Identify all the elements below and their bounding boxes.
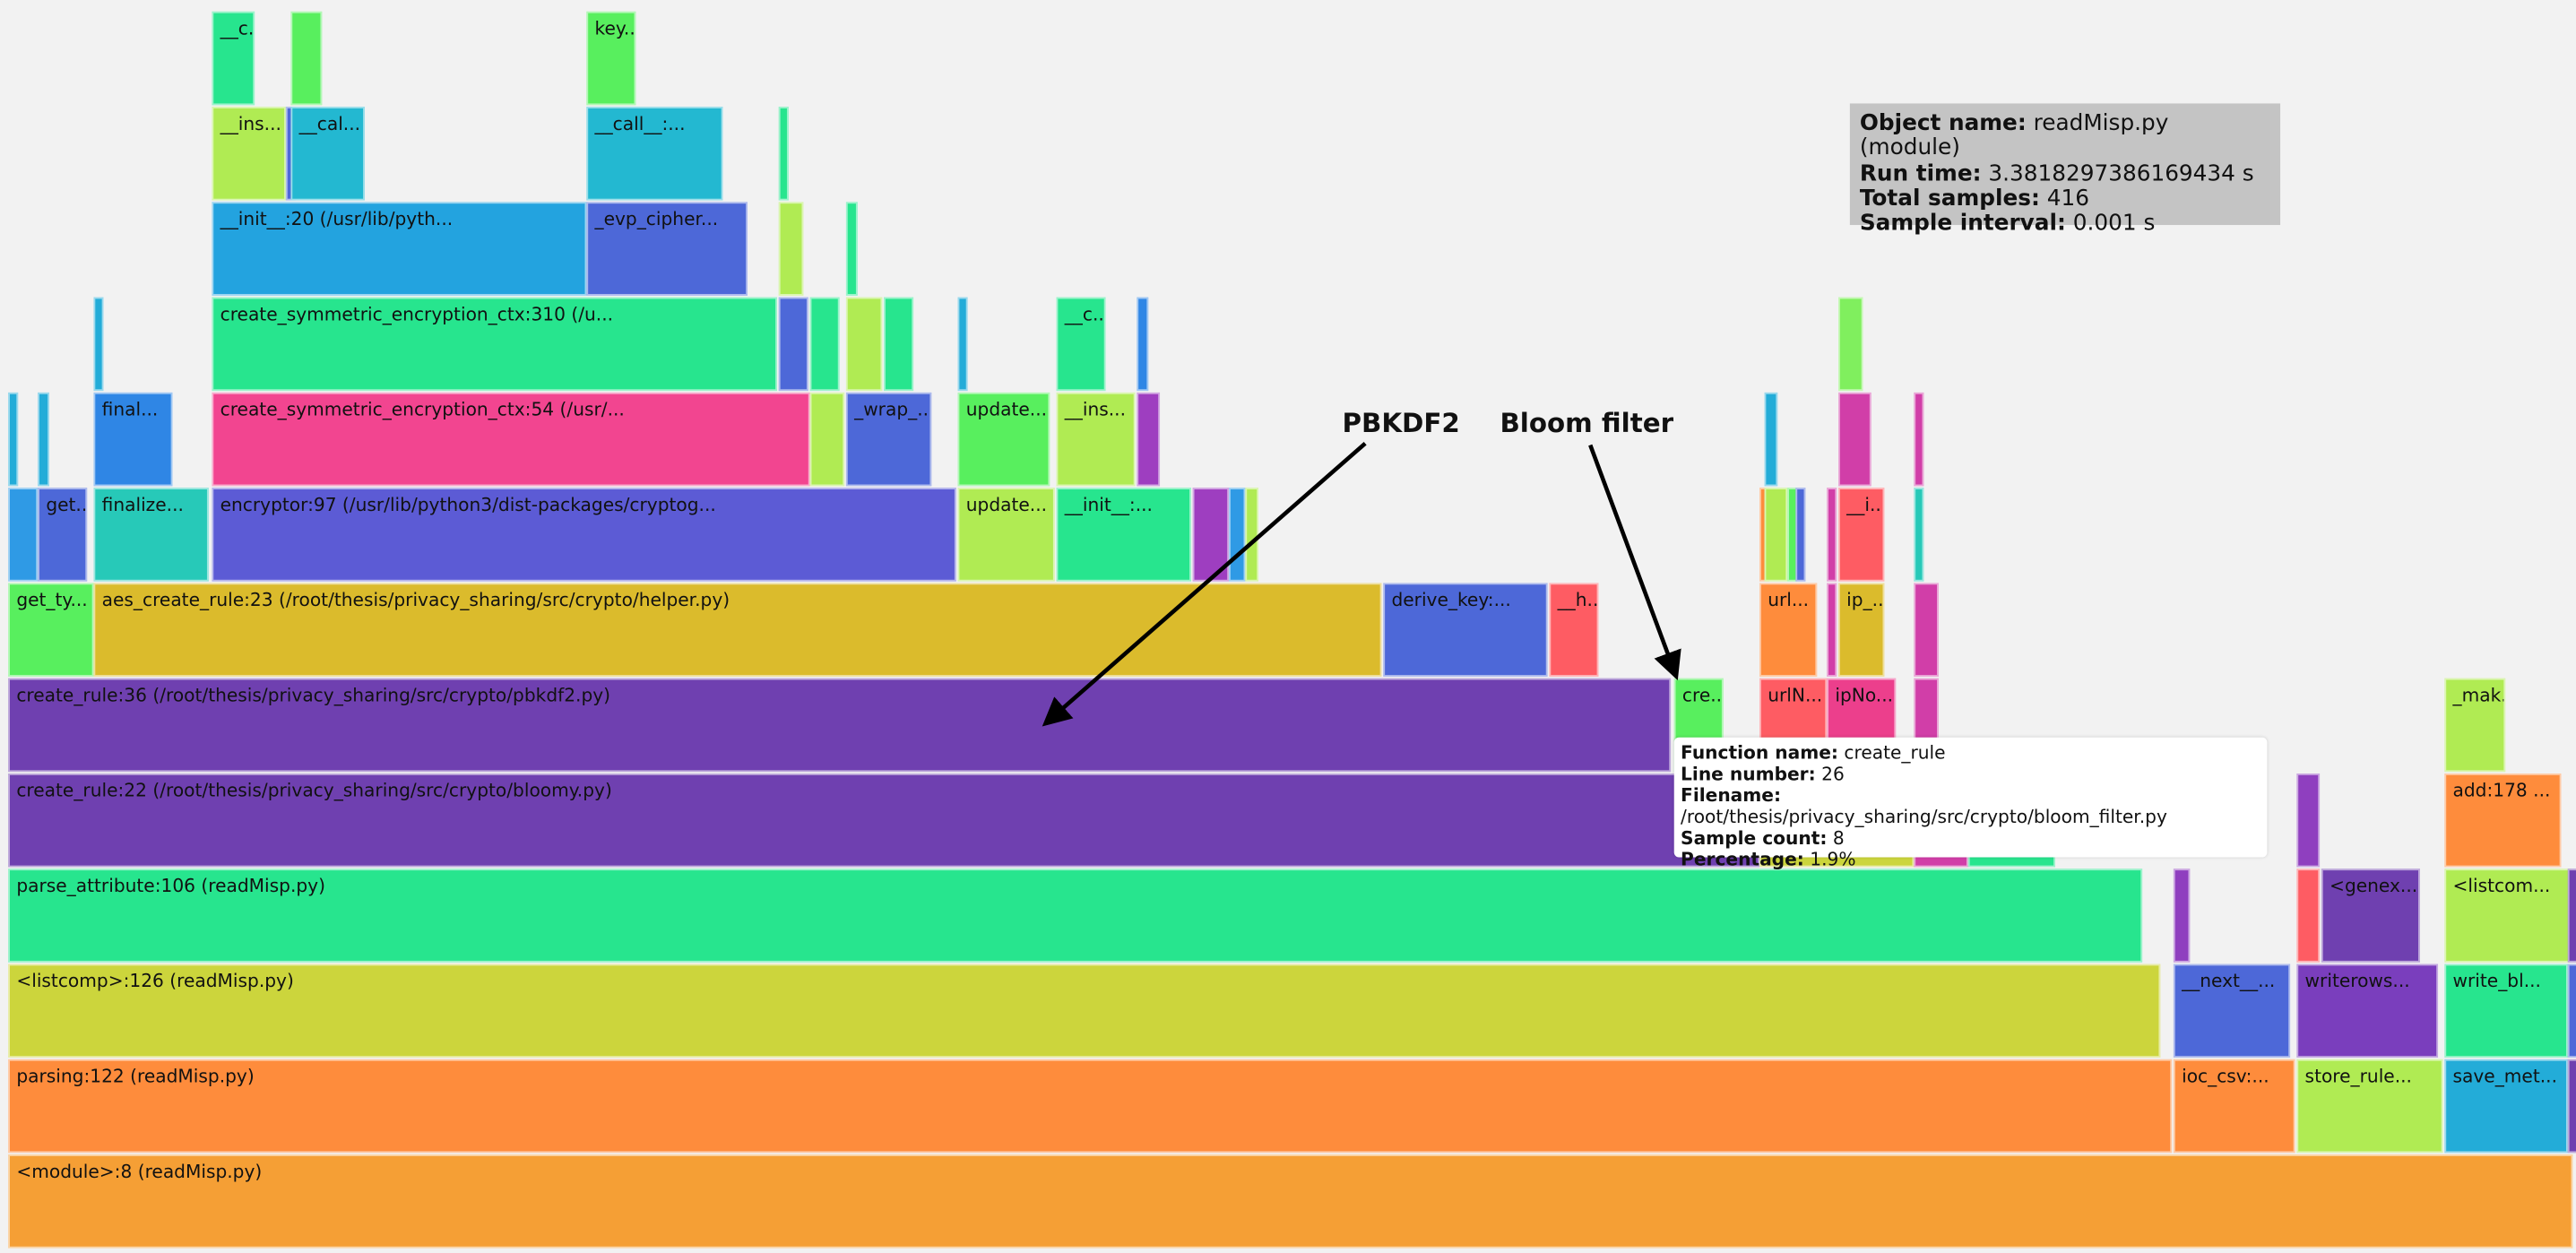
flame-frame[interactable]	[845, 202, 858, 296]
flame-frame[interactable]	[1795, 488, 1806, 582]
flame-frame[interactable]	[884, 297, 914, 392]
flame-frame[interactable]	[8, 488, 39, 582]
flame-frame[interactable]	[809, 392, 845, 487]
flame-frame[interactable]	[957, 297, 968, 392]
flame-frame[interactable]	[845, 297, 883, 392]
object-name-label: Object name:	[1859, 109, 2027, 137]
tooltip-function-row: Function name: create_rule	[1681, 742, 2260, 764]
flame-frame[interactable]	[1914, 583, 1939, 677]
flame-frame[interactable]	[1137, 392, 1161, 487]
flame-frame[interactable]	[1838, 392, 1871, 487]
flame-frame[interactable]	[1764, 392, 1778, 487]
flame-frame[interactable]	[1137, 297, 1149, 392]
sample-interval-value: 0.001 s	[2072, 210, 2156, 238]
pbkdf2-arrow	[1042, 441, 1367, 727]
flame-frame[interactable]: <listcomp>:126 (readMisp.py)	[8, 964, 2161, 1059]
tooltip-line-value: 26	[1821, 764, 1845, 785]
frame-tooltip: Function name: create_rule Line number: …	[1673, 737, 2268, 870]
profile-info-box: Object name: readMisp.py (module) Run ti…	[1849, 103, 2281, 237]
bloom-filter-arrow	[1588, 444, 1681, 681]
tooltip-percentage-row: Percentage: 1.9%	[1681, 849, 2260, 870]
tooltip-samples-label: Sample count:	[1681, 827, 1828, 850]
total-samples-row: Total samples: 416	[1859, 185, 2270, 212]
bloom-filter-annotation: Bloom filter	[1500, 407, 1674, 439]
run-time-row: Run time: 3.3818297386169434 s	[1859, 160, 2270, 187]
tooltip-samples-value: 8	[1832, 827, 1845, 850]
flame-frame[interactable]	[809, 297, 840, 392]
flame-frame[interactable]	[1914, 392, 1924, 487]
flame-frame[interactable]: parse_attribute:106 (readMisp.py)	[8, 868, 2143, 963]
tooltip-samples-row: Sample count: 8	[1681, 827, 2260, 849]
sample-interval-row: Sample interval: 0.001 s	[1860, 212, 2270, 238]
flame-frame[interactable]	[2296, 773, 2321, 868]
flame-frame[interactable]: <genex...	[2321, 868, 2420, 963]
tooltip-percentage-value: 1.9%	[1810, 849, 1856, 871]
flame-frame[interactable]	[778, 202, 804, 296]
flame-frame[interactable]	[778, 107, 789, 201]
pbkdf2-annotation: PBKDF2	[1342, 407, 1460, 439]
total-samples-value: 416	[2046, 185, 2090, 212]
tooltip-filename-label: Filename:	[1681, 784, 1782, 807]
flame-frame[interactable]	[1827, 488, 1837, 582]
run-time-label: Run time:	[1859, 160, 1982, 187]
total-samples-label: Total samples:	[1859, 185, 2040, 212]
flame-frame[interactable]	[1764, 488, 1788, 582]
flame-frame[interactable]	[1914, 488, 1924, 582]
flame-frame[interactable]	[778, 297, 808, 392]
tooltip-line-label: Line number:	[1681, 764, 1816, 785]
tooltip-function-value: create_rule	[1844, 742, 1946, 765]
flame-frame[interactable]: final...	[93, 392, 173, 487]
flame-frame[interactable]	[2296, 868, 2321, 963]
flame-frame[interactable]	[38, 392, 49, 487]
flame-frame[interactable]	[8, 392, 19, 487]
tooltip-function-label: Function name:	[1681, 742, 1838, 765]
flame-frame[interactable]	[1838, 297, 1863, 392]
sample-interval-label: Sample interval:	[1859, 210, 2066, 238]
object-name-value: readMisp.py (module)	[1859, 109, 2169, 162]
flame-frame[interactable]	[2173, 868, 2191, 963]
tooltip-filename-row: Filename: /root/thesis/privacy_sharing/s…	[1681, 785, 2260, 828]
flame-frame[interactable]	[1245, 488, 1259, 582]
tooltip-filename-value: /root/thesis/privacy_sharing/src/crypto/…	[1681, 806, 2167, 828]
flame-frame[interactable]	[290, 11, 323, 106]
object-name-row: Object name: readMisp.py (module)	[1859, 109, 2270, 162]
run-time-value: 3.3818297386169434 s	[1988, 160, 2254, 187]
flame-frame[interactable]: __next__...	[2173, 964, 2291, 1059]
tooltip-line-row: Line number: 26	[1681, 764, 2260, 785]
flame-frame[interactable]	[1827, 583, 1837, 677]
tooltip-percentage-label: Percentage:	[1681, 849, 1804, 871]
flame-frame[interactable]	[93, 297, 104, 392]
